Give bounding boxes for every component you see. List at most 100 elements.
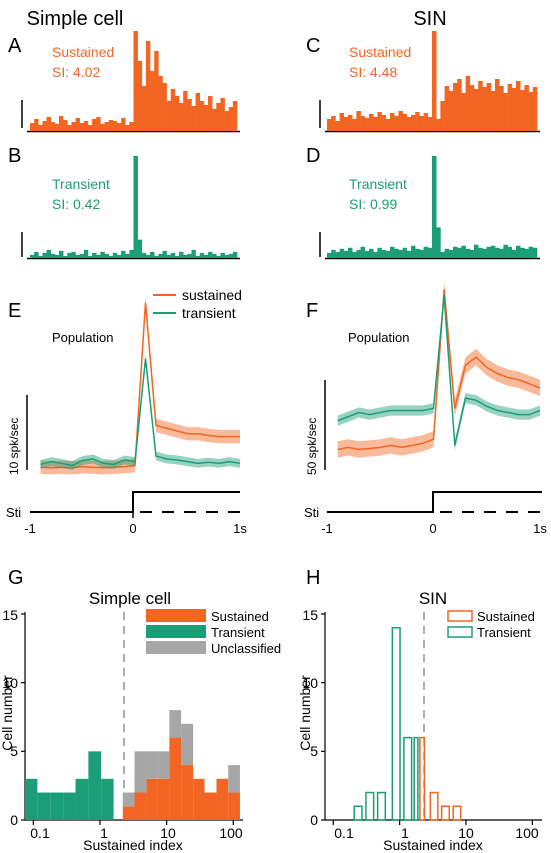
time-tick-f-minus1: -1 xyxy=(321,521,333,536)
psth-a-si-label: SI: 4.02 xyxy=(52,64,100,80)
psth-d-bar xyxy=(524,248,529,258)
psth-c-bar xyxy=(532,87,538,131)
hist-h-legend-sustained-swatch xyxy=(447,610,473,622)
psth-b-bar xyxy=(137,239,143,258)
psth-b-bar xyxy=(232,251,238,258)
hist-g-ytick-5: 5 xyxy=(10,743,18,759)
psth-a-bar xyxy=(63,120,68,131)
psth-d-bar xyxy=(457,247,462,258)
chart-marks xyxy=(21,31,541,825)
hist-g-transient-bar xyxy=(75,778,89,820)
psth-a-bar xyxy=(129,122,134,131)
psth-d-bar xyxy=(490,245,496,258)
hist-h-sustained-bar xyxy=(440,805,451,821)
psth-b-bar xyxy=(75,254,80,258)
hist-g-unclassified-bar xyxy=(157,751,170,779)
population-label-f: Population xyxy=(348,330,409,345)
hist-g-legend-unclassified-label: Unclassified xyxy=(211,641,281,656)
hist-g-xtick-10: 10 xyxy=(160,825,176,841)
pop-e-transient-line xyxy=(40,358,241,467)
hist-h-xtick-0.1: 0.1 xyxy=(334,825,354,841)
psth-d-bar xyxy=(520,247,525,258)
pop-e-sustained-line xyxy=(40,302,240,469)
psth-b-bar xyxy=(108,255,114,258)
time-tick-f-zero: 0 xyxy=(429,521,436,536)
psth-c-bar xyxy=(419,116,424,131)
psth-c-bar xyxy=(327,119,332,131)
hist-h-xtick-100: 100 xyxy=(515,825,539,841)
psth-d-bar xyxy=(474,244,479,258)
psth-b-bar xyxy=(191,249,196,258)
psth-a-bar xyxy=(166,101,172,131)
psth-a-bar xyxy=(30,123,35,131)
pop-f-transient-line xyxy=(337,295,541,446)
hist-g-ytick-10: 10 xyxy=(2,675,18,691)
hist-g-unclassified-bar xyxy=(122,792,135,807)
psth-a-bar xyxy=(79,123,85,131)
psth-d-bar xyxy=(411,245,416,258)
psth-a-bar xyxy=(125,125,130,131)
psth-d-type-label: Transient xyxy=(349,176,407,192)
hist-g-legend-transient-swatch xyxy=(146,625,206,638)
psth-c-bar xyxy=(453,83,458,131)
psth-c-bar xyxy=(331,116,336,131)
psth-a-bar xyxy=(92,119,97,131)
hist-h-sustained-bar xyxy=(452,805,462,821)
psth-b-type-label: Transient xyxy=(52,176,110,192)
psth-a-bar xyxy=(158,76,163,131)
hist-h-ylabel: Cell number xyxy=(297,675,313,751)
psth-b-bar xyxy=(104,253,109,258)
hist-h-legend-transient-label: Transient xyxy=(477,625,531,640)
hist-g-legend-unclassified-swatch xyxy=(146,641,206,654)
psth-c-bar xyxy=(440,101,445,131)
hist-h-xtick-1: 1 xyxy=(401,825,409,841)
psth-b-bar xyxy=(133,156,138,258)
psth-d-bar xyxy=(440,251,445,258)
psth-c-bar xyxy=(495,79,500,131)
panel-letter-f: F xyxy=(306,300,318,322)
stim-trace-e xyxy=(30,491,240,513)
psth-a-bar xyxy=(67,125,72,131)
hist-g-unclassified-bar xyxy=(181,723,194,766)
psth-c-bar xyxy=(343,117,349,131)
psth-a-bar xyxy=(199,101,205,131)
psth-b-bar xyxy=(100,251,105,258)
psth-a-bar xyxy=(179,103,184,131)
psth-d-bar xyxy=(335,251,340,258)
psth-d-bar xyxy=(448,249,454,258)
hist-h-transient-bar xyxy=(376,791,387,821)
right-column-title: SIN xyxy=(413,8,446,30)
psth-c-bar xyxy=(373,117,378,131)
hist-g-legend-transient-label: Transient xyxy=(211,625,265,640)
psth-d-bar xyxy=(331,249,336,258)
hist-h-transient-bar xyxy=(365,791,375,821)
hist-h-sustained-bar xyxy=(429,791,439,821)
psth-c-bar xyxy=(402,114,408,131)
psth-a-bar xyxy=(58,116,64,131)
psth-b-bar xyxy=(54,254,60,258)
psth-c-bar xyxy=(381,115,387,131)
hist-h-legend-sustained-label: Sustained xyxy=(477,609,535,624)
psth-d-bar xyxy=(444,248,450,258)
psth-c-bar xyxy=(432,31,437,131)
hist-h-title: SIN xyxy=(419,589,447,608)
hist-g-ylabel: Cell number xyxy=(0,675,15,751)
psth-b-bar xyxy=(174,255,180,258)
psth-b-bar xyxy=(96,254,101,258)
psth-c-bar xyxy=(339,113,345,131)
hist-g-title: Simple cell xyxy=(89,589,171,608)
psth-a-bar xyxy=(46,117,51,131)
psth-d-bar xyxy=(461,245,466,258)
hist-h-ytick-15: 15 xyxy=(302,607,318,623)
hist-g-unclassified-bar xyxy=(169,710,182,738)
psth-a-bar xyxy=(228,107,234,131)
psth-c-bar xyxy=(516,81,521,131)
psth-b-bar xyxy=(116,254,122,258)
psth-b-bar xyxy=(228,253,234,258)
hist-g-unclassified-bar xyxy=(146,751,158,779)
hist-g-ytick-0: 0 xyxy=(10,812,18,828)
psth-c-bar xyxy=(444,86,450,131)
psth-a-bar xyxy=(224,111,230,131)
psth-a-bar xyxy=(191,106,196,131)
hist-h-sustained-bar xyxy=(419,736,426,821)
